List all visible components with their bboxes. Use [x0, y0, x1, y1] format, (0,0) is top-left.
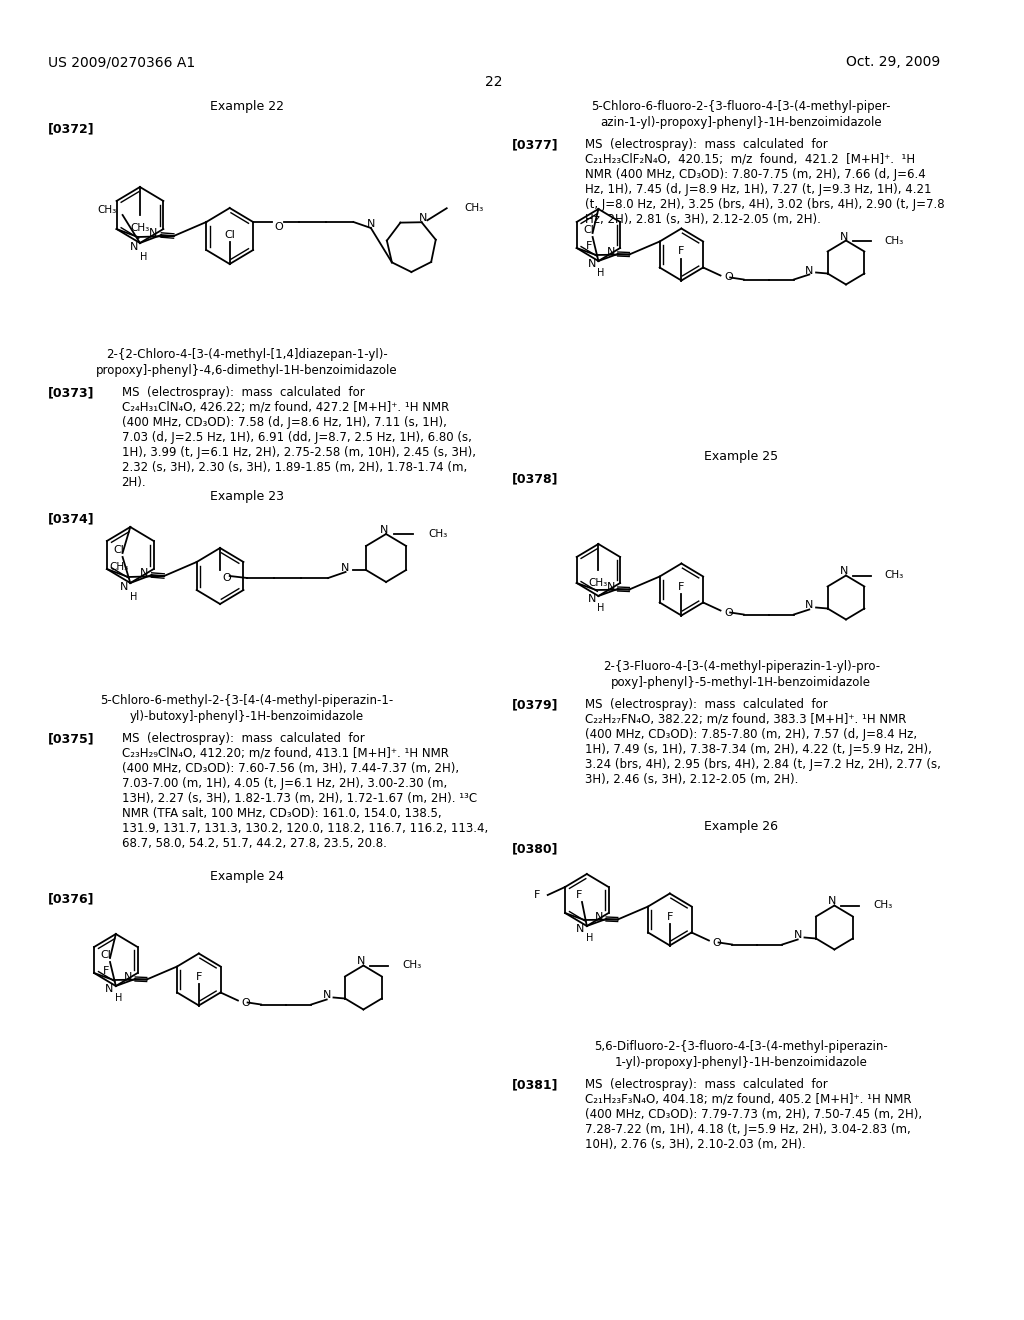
- Text: [0381]: [0381]: [512, 1078, 558, 1092]
- Text: O: O: [242, 998, 251, 1007]
- Text: H: H: [597, 268, 604, 279]
- Text: MS  (electrospray):  mass  calculated  for
C₂₂H₂₇FN₄O, 382.22; m/z found, 383.3 : MS (electrospray): mass calculated for C…: [585, 698, 941, 785]
- Text: [0372]: [0372]: [48, 121, 95, 135]
- Text: N: N: [357, 957, 366, 966]
- Text: US 2009/0270366 A1: US 2009/0270366 A1: [48, 55, 196, 69]
- Text: Cl: Cl: [114, 545, 124, 554]
- Text: O: O: [274, 222, 283, 232]
- Text: N: N: [805, 601, 813, 610]
- Text: Example 24: Example 24: [210, 870, 284, 883]
- Text: Example 26: Example 26: [705, 820, 778, 833]
- Text: N: N: [595, 912, 603, 921]
- Text: CH₃: CH₃: [885, 570, 904, 581]
- Text: MS  (electrospray):  mass  calculated  for
C₂₁H₂₃F₃N₄O, 404.18; m/z found, 405.2: MS (electrospray): mass calculated for C…: [585, 1078, 922, 1151]
- Text: CH₃: CH₃: [873, 900, 892, 911]
- Text: N: N: [828, 896, 837, 907]
- Text: Cl: Cl: [100, 950, 112, 960]
- Text: Example 23: Example 23: [210, 490, 284, 503]
- Text: N: N: [380, 525, 388, 535]
- Text: CH₃: CH₃: [464, 203, 483, 214]
- Text: N: N: [607, 247, 615, 257]
- Text: F: F: [103, 966, 110, 975]
- Text: N: N: [805, 265, 813, 276]
- Text: N: N: [588, 594, 596, 605]
- Text: [0375]: [0375]: [48, 733, 95, 744]
- Text: yl)-butoxy]-phenyl}-1H-benzoimidazole: yl)-butoxy]-phenyl}-1H-benzoimidazole: [130, 710, 365, 723]
- Text: [0380]: [0380]: [512, 842, 558, 855]
- Text: [0379]: [0379]: [512, 698, 558, 711]
- Text: 22: 22: [485, 75, 503, 88]
- Text: N: N: [130, 242, 138, 252]
- Text: poxy]-phenyl}-5-methyl-1H-benzoimidazole: poxy]-phenyl}-5-methyl-1H-benzoimidazole: [611, 676, 871, 689]
- Text: N: N: [367, 219, 375, 228]
- Text: 1-yl)-propoxy]-phenyl}-1H-benzoimidazole: 1-yl)-propoxy]-phenyl}-1H-benzoimidazole: [614, 1056, 867, 1069]
- Text: F: F: [586, 242, 592, 251]
- Text: CH₃: CH₃: [130, 223, 150, 234]
- Text: 2-{2-Chloro-4-[3-(4-methyl-[1,4]diazepan-1-yl)-: 2-{2-Chloro-4-[3-(4-methyl-[1,4]diazepan…: [106, 348, 388, 360]
- Text: MS  (electrospray):  mass  calculated  for
C₂₁H₂₃ClF₂N₄O,  420.15;  m/z  found, : MS (electrospray): mass calculated for C…: [585, 139, 944, 226]
- Text: H: H: [597, 603, 604, 612]
- Text: Oct. 29, 2009: Oct. 29, 2009: [846, 55, 940, 69]
- Text: Cl: Cl: [224, 230, 236, 240]
- Text: N: N: [150, 228, 158, 238]
- Text: MS  (electrospray):  mass  calculated  for
C₂₄H₃₁ClN₄O, 426.22; m/z found, 427.2: MS (electrospray): mass calculated for C…: [122, 385, 475, 488]
- Text: O: O: [222, 573, 230, 583]
- Text: N: N: [323, 990, 331, 1001]
- Text: [0377]: [0377]: [512, 139, 558, 150]
- Text: 5-Chloro-6-methyl-2-{3-[4-(4-methyl-piperazin-1-: 5-Chloro-6-methyl-2-{3-[4-(4-methyl-pipe…: [100, 694, 393, 708]
- Text: H: H: [140, 252, 147, 261]
- Text: F: F: [534, 890, 540, 900]
- Text: CH₃: CH₃: [589, 578, 608, 587]
- Text: N: N: [124, 972, 132, 982]
- Text: CH₃: CH₃: [402, 961, 421, 970]
- Text: CH₃: CH₃: [97, 205, 117, 215]
- Text: N: N: [420, 214, 428, 223]
- Text: 2-{3-Fluoro-4-[3-(4-methyl-piperazin-1-yl)-pro-: 2-{3-Fluoro-4-[3-(4-methyl-piperazin-1-y…: [603, 660, 880, 673]
- Text: N: N: [341, 564, 350, 573]
- Text: azin-1-yl)-propoxy]-phenyl}-1H-benzoimidazole: azin-1-yl)-propoxy]-phenyl}-1H-benzoimid…: [600, 116, 882, 129]
- Text: 5-Chloro-6-fluoro-2-{3-fluoro-4-[3-(4-methyl-piper-: 5-Chloro-6-fluoro-2-{3-fluoro-4-[3-(4-me…: [592, 100, 891, 114]
- Text: N: N: [105, 983, 114, 994]
- Text: CH₃: CH₃: [428, 529, 447, 539]
- Text: propoxy]-phenyl}-4,6-dimethyl-1H-benzoimidazole: propoxy]-phenyl}-4,6-dimethyl-1H-benzoim…: [96, 364, 398, 378]
- Text: 5,6-Difluoro-2-{3-fluoro-4-[3-(4-methyl-piperazin-: 5,6-Difluoro-2-{3-fluoro-4-[3-(4-methyl-…: [594, 1040, 888, 1053]
- Text: [0374]: [0374]: [48, 512, 95, 525]
- Text: N: N: [607, 582, 615, 591]
- Text: [0376]: [0376]: [48, 892, 95, 906]
- Text: N: N: [139, 568, 148, 578]
- Text: Example 22: Example 22: [210, 100, 284, 114]
- Text: O: O: [724, 607, 733, 618]
- Text: F: F: [678, 247, 685, 256]
- Text: [0373]: [0373]: [48, 385, 95, 399]
- Text: O: O: [724, 272, 733, 282]
- Text: N: N: [840, 231, 848, 242]
- Text: N: N: [794, 931, 802, 940]
- Text: N: N: [120, 582, 128, 591]
- Text: CH₃: CH₃: [885, 235, 904, 246]
- Text: N: N: [588, 259, 596, 269]
- Text: H: H: [130, 591, 137, 602]
- Text: H: H: [586, 933, 593, 942]
- Text: F: F: [678, 582, 685, 591]
- Text: O: O: [713, 937, 722, 948]
- Text: H: H: [115, 993, 122, 1003]
- Text: N: N: [577, 924, 585, 935]
- Text: [0378]: [0378]: [512, 473, 558, 484]
- Text: F: F: [196, 972, 202, 982]
- Text: F: F: [575, 890, 583, 900]
- Text: MS  (electrospray):  mass  calculated  for
C₂₃H₂₉ClN₄O, 412.20; m/z found, 413.1: MS (electrospray): mass calculated for C…: [122, 733, 487, 850]
- Text: Example 25: Example 25: [705, 450, 778, 463]
- Text: F: F: [667, 912, 673, 921]
- Text: Cl: Cl: [584, 224, 594, 235]
- Text: CH₃: CH₃: [110, 562, 128, 572]
- Text: N: N: [840, 566, 848, 577]
